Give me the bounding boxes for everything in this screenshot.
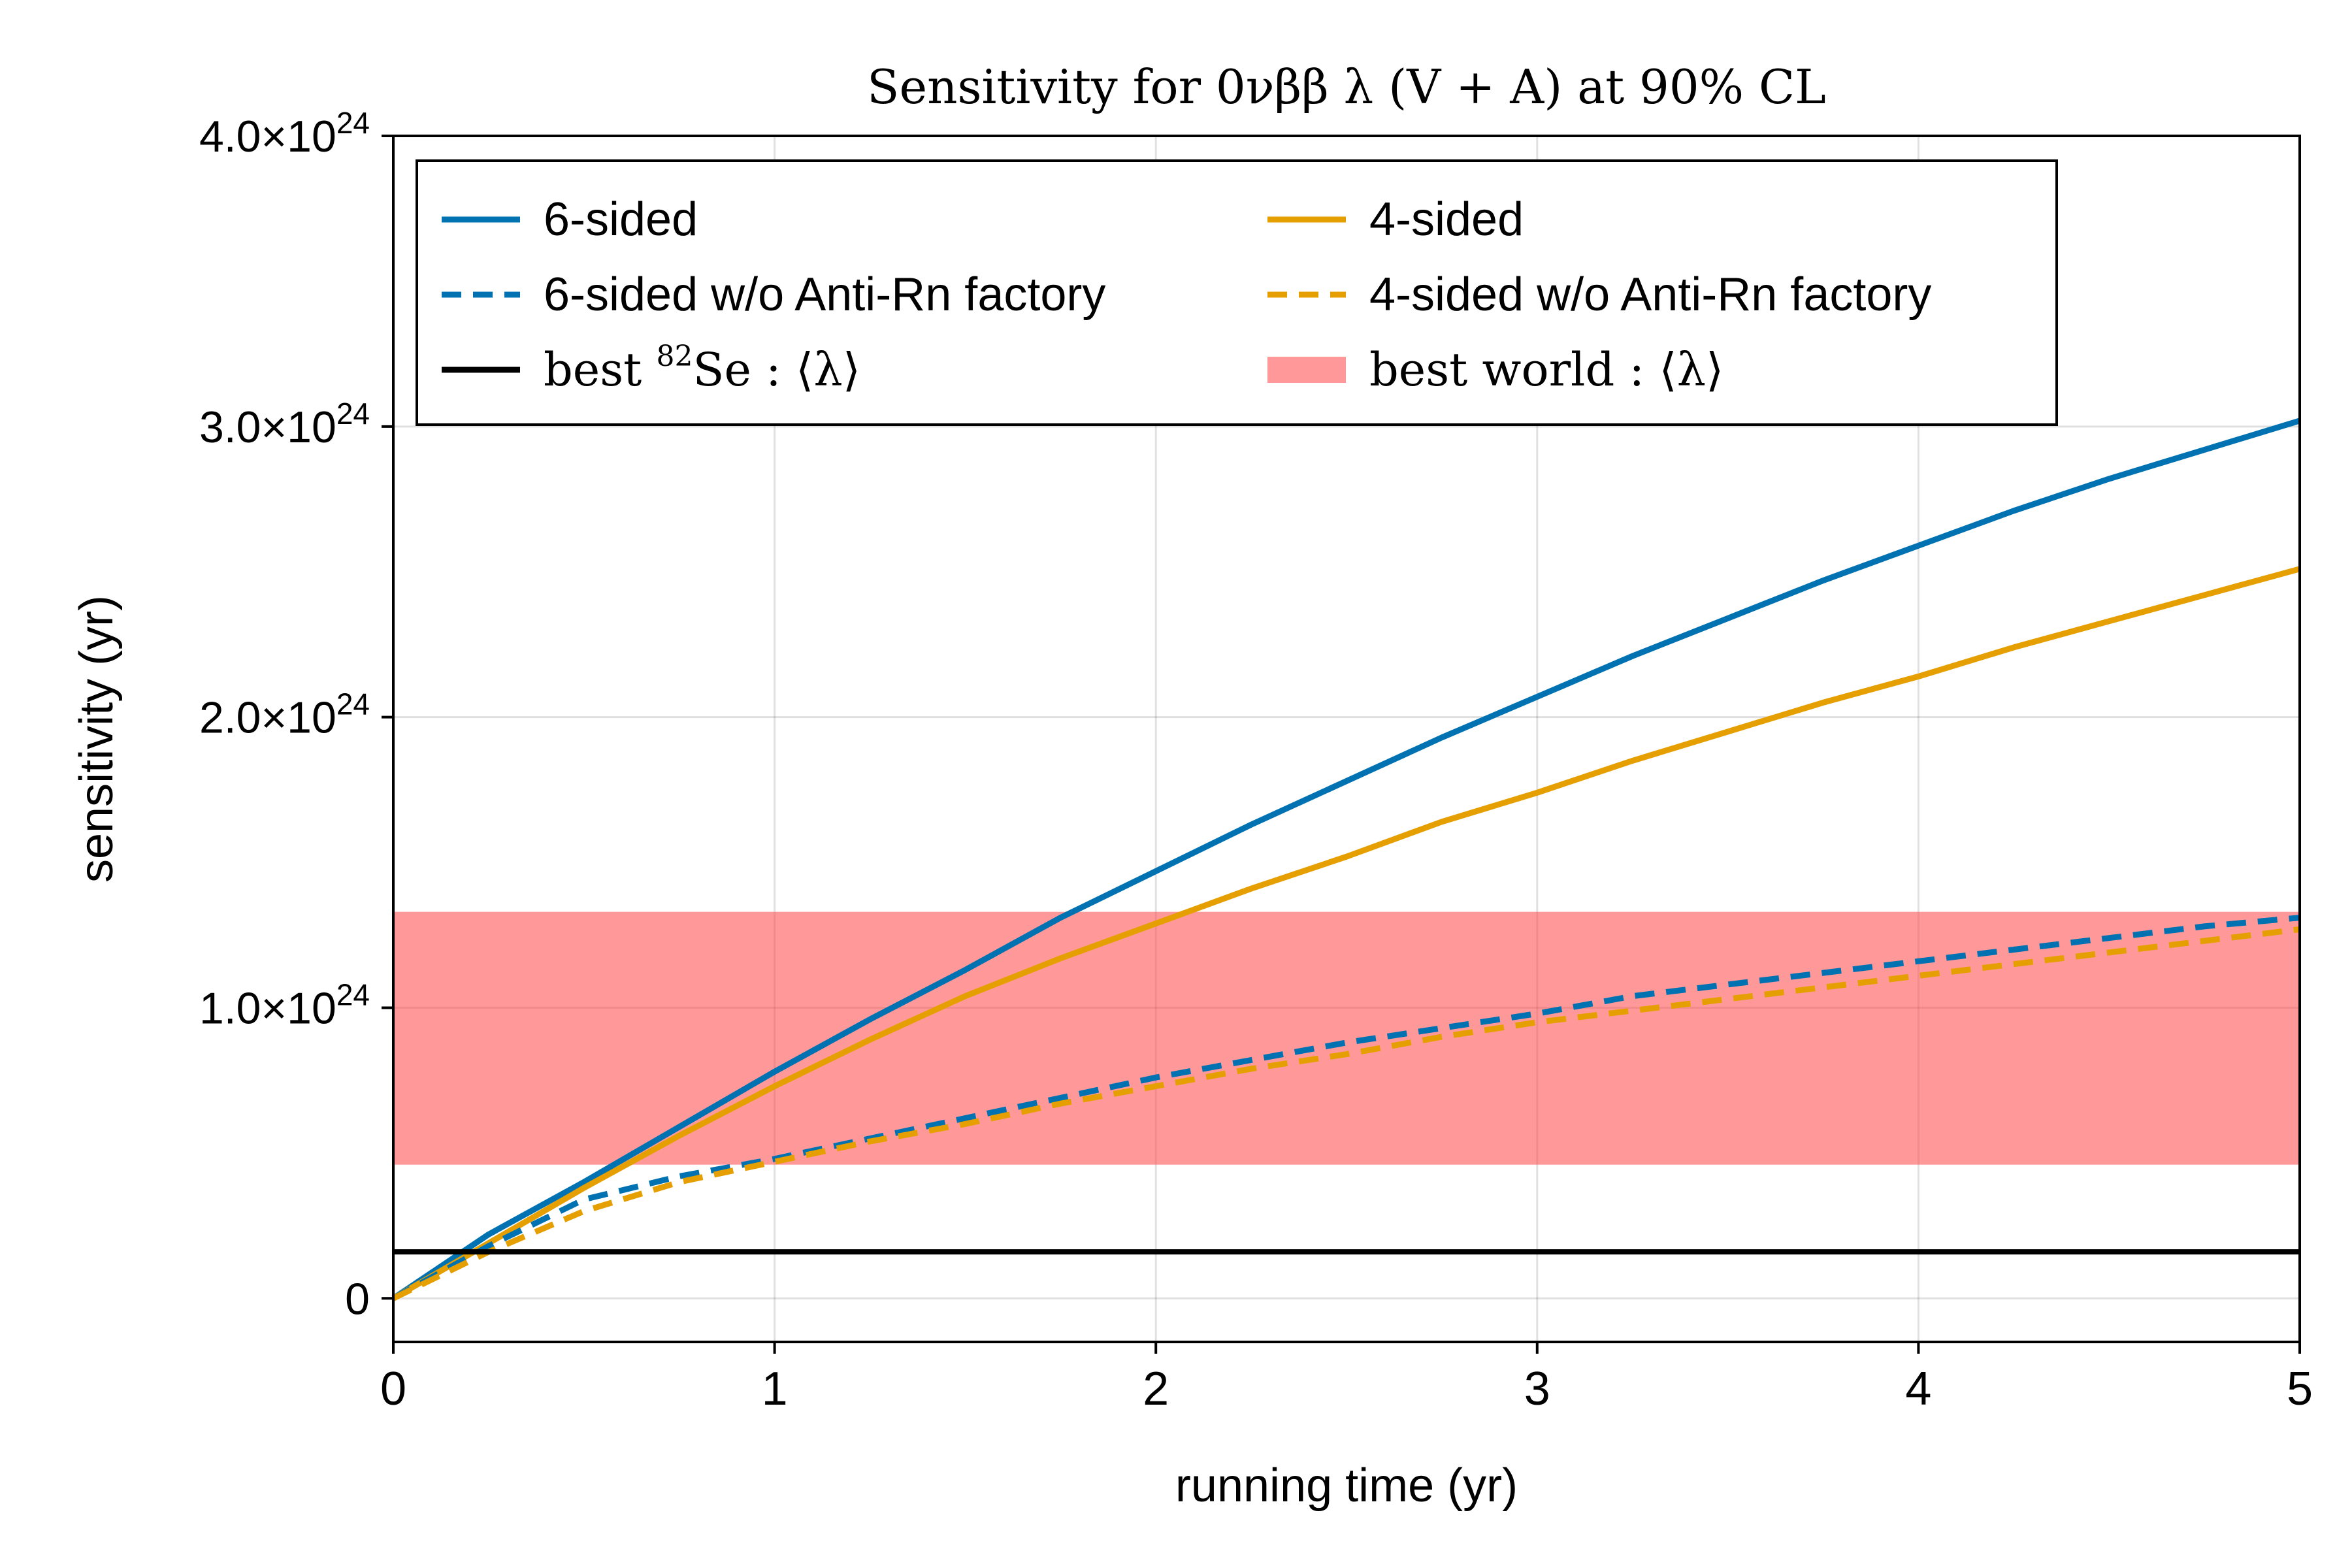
legend-label-best-se82-pre: best — [544, 343, 657, 397]
series-line-2 — [391, 566, 2301, 1301]
series-lines — [391, 417, 2301, 1301]
y-axis-ticks: 0 1.0×1024 2.0×1024 3.0×1024 4.0×1024 — [199, 106, 393, 1324]
legend-label-6-sided-no-antirn: 6-sided w/o Anti-Rn factory — [544, 269, 1105, 321]
x-axis-label: running time (yr) — [1175, 1460, 1518, 1512]
y-tick-label-2: 2.0×1024 — [199, 687, 370, 743]
x-tick-label-2: 2 — [1143, 1363, 1169, 1415]
x-tick-label-0: 0 — [380, 1363, 406, 1415]
x-tick-label-4: 4 — [1905, 1363, 1931, 1415]
legend-label-best-world: best world : ⟨λ⟩ — [1369, 343, 1723, 397]
legend-swatch-best-world — [1267, 357, 1346, 383]
plot-frame — [392, 135, 2301, 1343]
legend-label-6-sided: 6-sided — [544, 193, 698, 246]
chart-title: Sensitivity for 0νββ λ (V + A) at 90% CL — [867, 59, 1826, 114]
y-tick-label-3: 3.0×1024 — [199, 397, 370, 452]
x-tick-label-1: 1 — [762, 1363, 788, 1415]
x-tick-label-5: 5 — [2287, 1363, 2313, 1415]
legend-label-best-se82-sup: 82 — [657, 340, 693, 373]
legend-label-4-sided-no-antirn: 4-sided w/o Anti-Rn factory — [1369, 269, 1931, 321]
legend-label-best-se82-post: Se : ⟨λ⟩ — [693, 343, 860, 397]
y-tick-label-0: 0 — [345, 1274, 370, 1324]
legend-label-4-sided: 4-sided — [1369, 193, 1524, 246]
legend-box — [416, 159, 2058, 426]
y-tick-label-4: 4.0×1024 — [199, 106, 370, 161]
series-line-3 — [392, 926, 2300, 1301]
series-line-0 — [391, 417, 2301, 1301]
y-axis-label: sensitivity (yr) — [71, 595, 123, 883]
x-tick-label-3: 3 — [1524, 1363, 1550, 1415]
y-tick-label-1: 1.0×1024 — [199, 977, 370, 1033]
legend-label-best-se82: best 82Se : ⟨λ⟩ — [544, 340, 860, 397]
series-line-1 — [391, 915, 2300, 1301]
x-axis-ticks: 0 1 2 3 4 5 — [380, 1342, 2313, 1415]
legend: 6-sided 6-sided w/o Anti-Rn factory best… — [416, 159, 2058, 426]
